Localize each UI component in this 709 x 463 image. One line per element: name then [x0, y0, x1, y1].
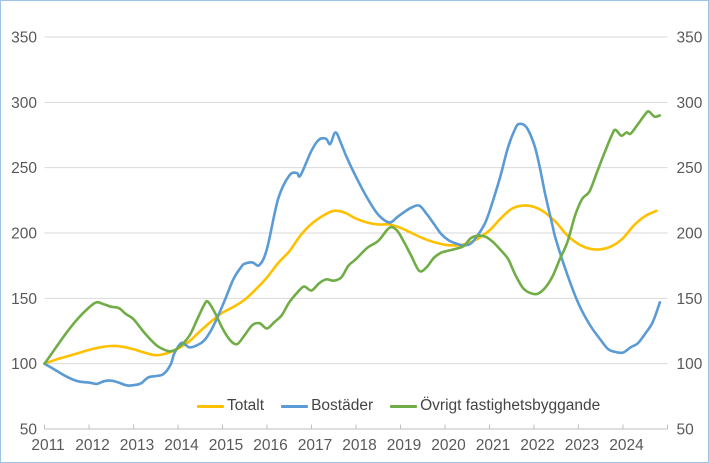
legend-item-ovrigt[interactable]: Övrigt fastighetsbyggande: [390, 396, 600, 416]
x-label-2013: 2013: [120, 437, 154, 454]
x-label-2016: 2016: [253, 437, 287, 454]
y-label-left-350: 350: [11, 30, 37, 47]
x-label-2020: 2020: [431, 437, 466, 454]
series-line-ovrigt: [43, 110, 662, 365]
y-label-right-150: 150: [677, 291, 703, 308]
ovrigt-line-swatch: [390, 404, 418, 408]
series-line-totalt: [43, 204, 658, 365]
y-label-right-350: 350: [677, 30, 703, 47]
x-label-2017: 2017: [298, 437, 332, 454]
x-label-2022: 2022: [520, 437, 554, 454]
x-label-2023: 2023: [565, 437, 599, 454]
legend: Totalt Bostäder Övrigt fastighetsbyggand…: [197, 396, 600, 416]
y-label-right-200: 200: [677, 226, 703, 243]
y-label-left-200: 200: [11, 226, 37, 243]
y-label-left-300: 300: [11, 95, 37, 112]
legend-label-ovrigt: Övrigt fastighetsbyggande: [420, 397, 601, 414]
series-line-bostader: [43, 122, 662, 387]
legend-label-bostader: Bostäder: [311, 397, 374, 414]
x-label-2019: 2019: [387, 437, 421, 454]
x-label-2021: 2021: [476, 437, 510, 454]
y-label-right-300: 300: [677, 95, 703, 112]
y-label-right-50: 50: [677, 422, 695, 439]
x-label-2018: 2018: [342, 437, 376, 454]
x-label-2014: 2014: [164, 437, 199, 454]
legend-item-totalt[interactable]: Totalt: [197, 396, 264, 416]
bostader-line-swatch: [281, 404, 309, 408]
x-label-2024: 2024: [609, 437, 644, 454]
totalt-line-swatch: [197, 404, 224, 408]
y-label-left-250: 250: [11, 160, 37, 177]
y-label-right-250: 250: [677, 160, 703, 177]
y-label-left-150: 150: [11, 291, 37, 308]
y-label-right-100: 100: [677, 356, 703, 373]
x-label-2015: 2015: [209, 437, 243, 454]
y-label-left-50: 50: [20, 422, 38, 439]
legend-item-bostader[interactable]: Bostäder: [281, 396, 373, 416]
y-label-left-100: 100: [11, 356, 37, 373]
legend-label-totalt: Totalt: [227, 397, 265, 414]
x-label-2011: 2011: [31, 437, 64, 454]
x-label-2012: 2012: [75, 437, 109, 454]
